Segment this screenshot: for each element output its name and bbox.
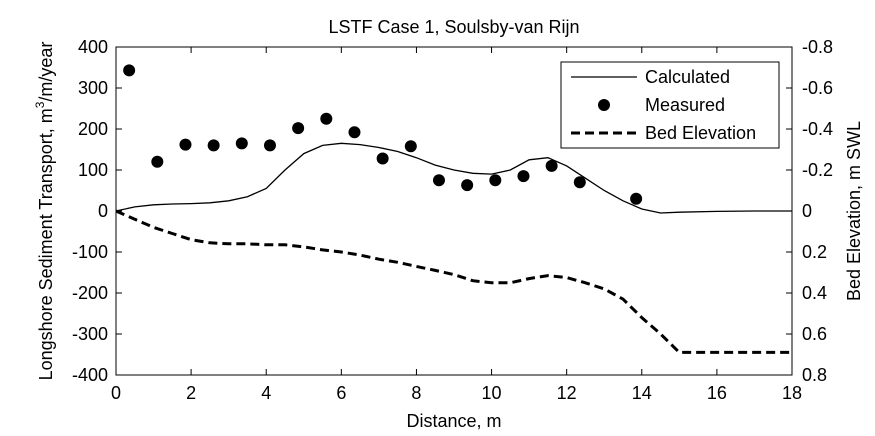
x-tick-label: 12	[557, 383, 577, 403]
right-tick-label: 0	[802, 201, 812, 221]
measured-point	[320, 112, 333, 125]
left-axis-ticks: 400 300 200 100 0 -100 -200 -300 -400	[72, 37, 122, 385]
measured-point	[179, 138, 192, 151]
measured-point	[517, 170, 530, 183]
left-tick-label: -200	[72, 283, 108, 303]
x-tick-label: 16	[707, 383, 727, 403]
right-tick-label: -0.8	[802, 37, 833, 57]
measured-point	[235, 137, 248, 150]
right-axis-label: Bed Elevation, m SWL	[844, 121, 864, 301]
measured-point	[489, 174, 502, 187]
legend-marker-measured	[598, 99, 610, 111]
left-axis-label-superscript: 3	[33, 101, 47, 108]
left-tick-label: 0	[98, 201, 108, 221]
left-tick-label: -100	[72, 242, 108, 262]
measured-point	[263, 139, 276, 152]
left-tick-label: -400	[72, 365, 108, 385]
left-tick-label: -300	[72, 324, 108, 344]
left-tick-label: 200	[78, 119, 108, 139]
measured-point	[292, 122, 305, 135]
left-axis-label-main: Longshore Sediment Transport, m	[36, 108, 56, 380]
x-tick-label: 14	[632, 383, 652, 403]
bed-elevation-line	[115, 209, 792, 354]
measured-point	[461, 179, 474, 192]
legend-label: Calculated	[645, 67, 730, 87]
x-axis-label: Distance, m	[406, 411, 501, 431]
measured-point	[573, 176, 586, 189]
right-axis-ticks: -0.8 -0.6 -0.4 -0.2 0 0.2 0.4 0.6 0.8	[786, 37, 833, 385]
measured-point	[545, 159, 558, 172]
x-axis-ticks: 0 2 4 6 8 10 12 14 16 18	[111, 47, 802, 403]
left-tick-label: 100	[78, 160, 108, 180]
x-tick-label: 10	[482, 383, 502, 403]
x-tick-label: 4	[261, 383, 271, 403]
right-tick-label: 0.8	[802, 365, 827, 385]
measured-point	[151, 155, 164, 168]
calculated-line	[115, 142, 792, 214]
left-tick-label: 400	[78, 37, 108, 57]
x-tick-label: 18	[782, 383, 802, 403]
measured-point	[207, 139, 220, 152]
x-tick-label: 8	[411, 383, 421, 403]
right-tick-label: 0.2	[802, 242, 827, 262]
right-tick-label: 0.4	[802, 283, 827, 303]
measured-point	[376, 152, 389, 165]
x-tick-label: 2	[186, 383, 196, 403]
right-tick-label: -0.4	[802, 119, 833, 139]
measured-point	[432, 174, 445, 187]
x-tick-label: 6	[336, 383, 346, 403]
measured-point	[630, 192, 643, 205]
x-tick-label: 0	[111, 383, 121, 403]
left-axis-label: Longshore Sediment Transport, m3/m/year	[33, 42, 56, 381]
chart-title: LSTF Case 1, Soulsby-van Rijn	[328, 17, 579, 37]
legend: Calculated Measured Bed Elevation	[560, 61, 780, 149]
right-tick-label: 0.6	[802, 324, 827, 344]
right-tick-label: -0.2	[802, 160, 833, 180]
measured-point	[348, 126, 361, 139]
legend-box	[560, 61, 780, 149]
measured-point	[123, 64, 136, 77]
legend-label: Measured	[645, 95, 725, 115]
right-tick-label: -0.6	[802, 78, 833, 98]
left-axis-label-suffix: /m/year	[36, 42, 56, 102]
measured-point	[404, 140, 417, 153]
left-tick-label: 300	[78, 78, 108, 98]
legend-label: Bed Elevation	[645, 123, 756, 143]
